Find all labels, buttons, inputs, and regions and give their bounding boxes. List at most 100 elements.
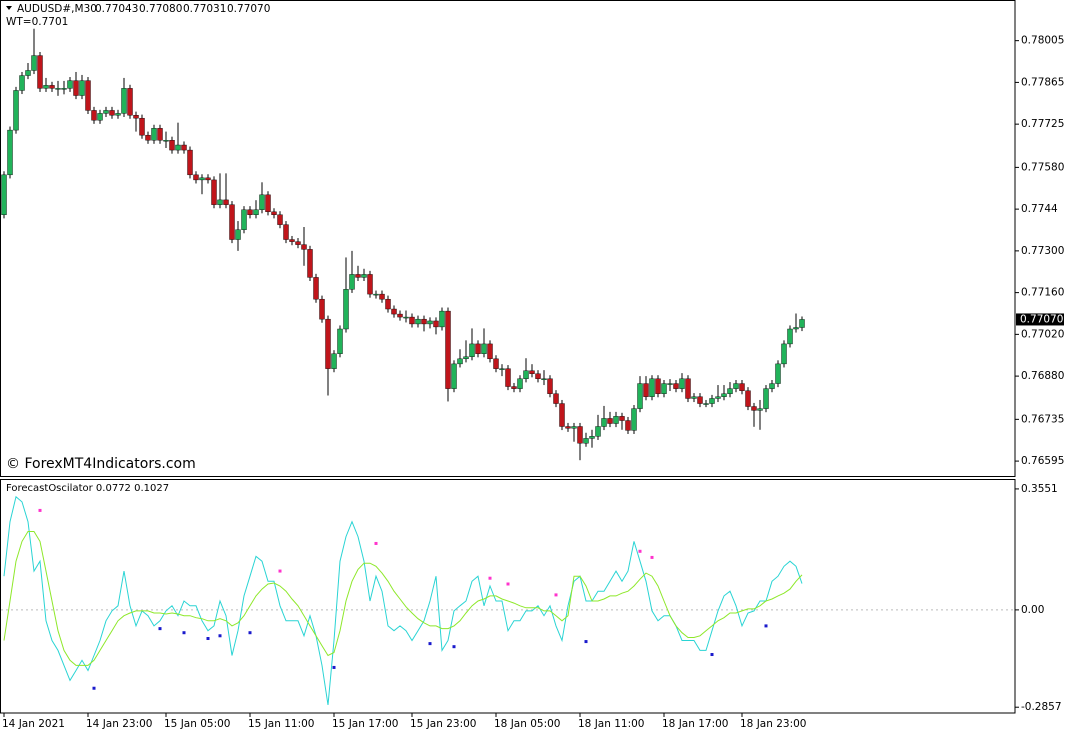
candle-body [109,110,115,116]
candle-body [67,80,73,89]
candle-body [385,298,391,310]
candle-body [469,343,475,357]
oscillator-line [3,531,803,666]
candle-body [265,194,271,213]
y-tick-label: -0.2857 [1021,701,1062,713]
candle-body [643,383,649,397]
signal-dot [374,541,378,545]
candle-body [787,328,793,345]
candle-body [307,249,313,278]
y-tick-label: 0.7744 [1021,203,1058,215]
candle-body [337,328,343,354]
candle-body [745,390,751,407]
signal-dot [452,645,456,649]
candle-body [661,383,667,394]
signal-dot [92,686,96,690]
candle-body [673,383,679,389]
candle-body [463,356,469,360]
candle-body [283,224,289,240]
candle-body [721,393,727,397]
candle-body [145,134,151,141]
candle-body [211,179,217,205]
signal-dot [206,637,210,641]
x-tick-label: 18 Jan 23:00 [740,718,806,730]
candle-body [331,353,337,369]
menu-arrow[interactable] [6,6,12,10]
candle-body [727,388,733,394]
signal-dot [332,665,336,669]
indicator-value: 0.0772 [96,483,131,494]
candle-body [565,426,571,429]
y-tick-label: 0.77580 [1021,161,1064,173]
watermark: © ForexMT4Indicators.com [6,456,196,472]
candle-body [451,363,457,389]
y-tick-label: 0.76735 [1021,413,1064,425]
candle-body [175,144,181,151]
x-tick-label: 18 Jan 17:00 [662,718,728,730]
candle-body [631,408,637,431]
candle-body [229,204,235,240]
signal-dot [506,582,510,586]
signal-dot [710,653,714,657]
candle-body [313,277,319,300]
candle-body [607,418,613,424]
candle-body [397,313,403,318]
candle-body [433,320,439,328]
candle-body [115,113,121,116]
candle-body [277,214,283,225]
indicator-title: ForecastOscilator 0.0772 0.1027 [6,483,169,494]
candle-body [241,209,247,230]
candle-body [91,110,97,121]
wt-label: WT=0.7701 [6,16,68,28]
candle-body [31,55,37,71]
signal-dot [278,569,282,573]
candle-body [157,128,163,141]
candle-body [475,343,481,354]
candle-body [133,115,139,119]
y-tick-label: 0.78005 [1021,35,1064,47]
candle-body [73,80,79,96]
candle-body [259,194,265,210]
candle-body [769,383,775,389]
candle-body [751,406,757,411]
candle-body [583,438,589,444]
candle-body [271,211,277,215]
candle-body [655,378,661,394]
candle-body [85,80,91,111]
candle-body [505,368,511,387]
signal-dot [638,549,642,553]
candle-body [685,378,691,399]
candle-body [391,308,397,315]
y-tick-label: 0.77865 [1021,76,1064,88]
candle-body [427,320,433,325]
candle-body [301,244,307,250]
candle-body [619,416,625,421]
candle-body [421,318,427,325]
oscillator-line [3,495,803,705]
x-tick-label: 14 Jan 2021 [2,718,65,730]
quote-close: 0.77070 [227,3,270,15]
candle-body [127,88,133,116]
candle-body [649,378,655,397]
candle-body [79,80,85,96]
candle-body [757,408,763,411]
candle-body [559,403,565,427]
signal-dot [584,640,588,644]
symbol: AUDUSD#,M30 [17,3,97,15]
quote-low: 0.77031 [183,3,226,15]
candle-body [697,396,703,404]
candle-body [637,383,643,409]
candle-body [139,117,145,136]
candle-body [13,90,19,131]
candle-body [481,343,487,354]
candle-body [379,293,385,300]
candle-body [181,144,187,151]
candle-body [43,85,49,89]
candles [1,28,805,461]
candle-body [571,426,577,429]
candle-body [439,310,445,328]
y-tick-label: 0.77160 [1021,287,1064,299]
signal-dot [218,634,222,638]
x-tick-label: 18 Jan 05:00 [494,718,560,730]
